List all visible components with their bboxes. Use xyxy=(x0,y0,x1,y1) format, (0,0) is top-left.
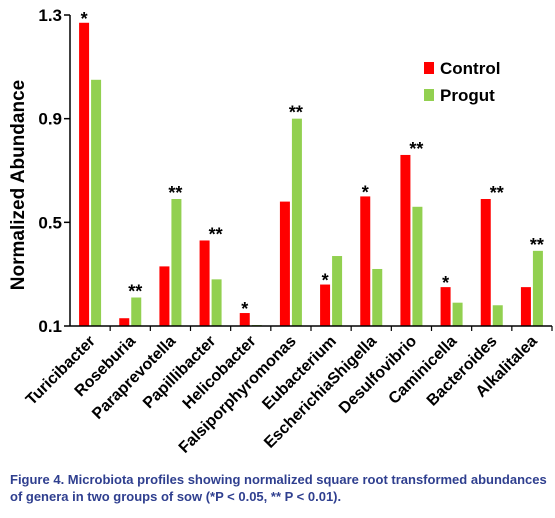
y-axis-label: Normalized Abundance xyxy=(8,80,29,290)
legend: Control Progut xyxy=(424,59,500,105)
y-tick-label: 0.5 xyxy=(38,213,62,232)
x-axis: TuricibacterRoseburiaParaprevotellaPapil… xyxy=(23,325,553,457)
bar-progut-escherichiashigella xyxy=(372,268,383,326)
bar-control-papillibacter xyxy=(199,240,210,326)
significance-mark: ** xyxy=(209,224,223,244)
y-tick-label: 0.9 xyxy=(38,110,62,129)
bar-progut-desulfovibrio xyxy=(412,206,423,326)
significance-marks: ******************* xyxy=(81,9,544,319)
x-tick-label: Turicibacter xyxy=(23,333,99,409)
significance-mark: * xyxy=(362,182,369,202)
significance-mark: * xyxy=(442,273,449,293)
significance-mark: * xyxy=(81,9,88,29)
bar-progut-roseburia xyxy=(131,297,142,326)
bar-progut-paraprevotella xyxy=(171,199,182,326)
significance-mark: * xyxy=(241,299,248,319)
significance-mark: * xyxy=(322,271,329,291)
bar-progut-falsiporphyromonas xyxy=(291,118,302,327)
bar-progut-papillibacter xyxy=(211,279,222,326)
bar-control-escherichiashigella xyxy=(360,196,371,326)
significance-mark: ** xyxy=(168,183,182,203)
legend-swatch-control xyxy=(424,62,434,74)
bar-control-bacteroides xyxy=(480,199,491,326)
legend-swatch-progut xyxy=(424,89,434,101)
bars xyxy=(79,22,543,327)
figure-caption: Figure 4. Microbiota profiles showing no… xyxy=(10,472,547,504)
bar-control-caminicella xyxy=(440,287,451,326)
bar-control-roseburia xyxy=(119,318,130,326)
bar-progut-alkalitalea xyxy=(532,250,543,326)
bar-control-desulfovibrio xyxy=(400,154,411,326)
legend-label-progut: Progut xyxy=(440,86,495,105)
significance-mark: ** xyxy=(409,139,423,159)
bar-chart: Normalized Abundance 1.30.90.50.1 ******… xyxy=(8,6,553,457)
bar-control-alkalitalea xyxy=(520,287,531,326)
y-tick-label: 0.1 xyxy=(38,317,62,336)
bar-control-eubacterium xyxy=(320,284,331,326)
bar-progut-eubacterium xyxy=(332,256,343,326)
legend-label-control: Control xyxy=(440,59,500,78)
y-axis: 1.3 0.9 0.5 0.1 xyxy=(38,6,71,336)
significance-mark: ** xyxy=(128,281,142,301)
significance-mark: ** xyxy=(490,183,504,203)
bar-control-paraprevotella xyxy=(159,266,170,326)
bar-progut-caminicella xyxy=(452,302,463,326)
bar-control-falsiporphyromonas xyxy=(279,201,290,326)
bar-control-turicibacter xyxy=(79,22,90,327)
significance-mark: ** xyxy=(289,103,303,123)
y-tick-label: 1.3 xyxy=(38,6,62,25)
bar-progut-turicibacter xyxy=(91,79,102,327)
significance-mark: ** xyxy=(530,235,544,255)
bar-control-helicobacter xyxy=(239,313,250,326)
bar-progut-bacteroides xyxy=(492,305,503,326)
